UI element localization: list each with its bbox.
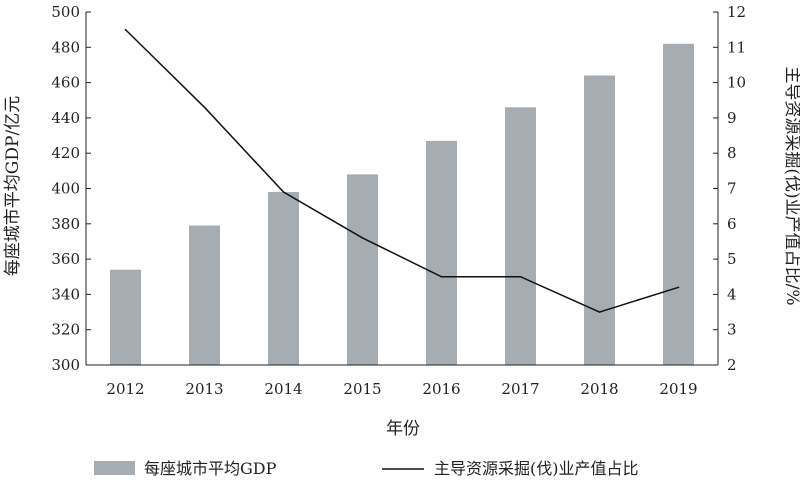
y-left-tick-label: 340 [51, 285, 80, 303]
line-point-2013 [203, 106, 206, 109]
x-tick-label: 2015 [343, 380, 381, 398]
y-left-tick-label: 380 [51, 215, 80, 233]
legend-label-bar: 每座城市平均GDP [144, 459, 277, 478]
y-axis-left-title: 每座城市平均GDP/亿元 [3, 96, 23, 276]
legend-label-line: 主导资源采掘(伐)业产值占比 [434, 459, 639, 478]
y-right-tick-label: 11 [727, 38, 746, 56]
x-axis-title: 年份 [386, 419, 420, 439]
y-axis-right-title: 主导资源采掘(伐)业产值占比/% [782, 66, 800, 305]
legend-swatch-bar [94, 461, 135, 475]
x-tick-label: 2018 [580, 380, 618, 398]
bar-2015 [347, 174, 378, 365]
line-point-2017 [519, 275, 522, 278]
y-left-tick-label: 440 [51, 109, 80, 127]
y-right-tick-label: 4 [727, 285, 737, 303]
y-right-tick-label: 12 [727, 3, 746, 21]
line-series [124, 28, 680, 313]
y-left-tick-label: 500 [51, 3, 80, 21]
bar-2014 [268, 192, 299, 365]
y-right-tick-label: 7 [727, 180, 737, 198]
x-tick-label: 2013 [185, 380, 223, 398]
line-point-2012 [124, 28, 127, 31]
y-right-tick-label: 6 [727, 215, 737, 233]
bar-2017 [505, 107, 536, 365]
axes [85, 11, 719, 366]
tick-labels: 300 320 340 360 380 400 420 440 460 480 500 2 3 4 5 6 7 8… [51, 3, 746, 398]
x-tick-label: 2016 [422, 380, 460, 398]
y-right-tick-label: 2 [727, 356, 737, 374]
line-point-2015 [361, 237, 364, 239]
y-right-tick-label: 10 [727, 74, 746, 92]
legend: 每座城市平均GDP 主导资源采掘(伐)业产值占比 [94, 459, 639, 478]
y-left-tick-label: 300 [51, 356, 80, 374]
y-left-tick-label: 480 [51, 38, 80, 56]
line-path [124, 29, 679, 313]
line-point-2016 [440, 275, 443, 278]
bar-2016 [426, 140, 457, 365]
y-right-tick-label: 8 [727, 144, 737, 162]
x-tick-label: 2017 [501, 380, 539, 398]
bar-2018 [584, 75, 615, 365]
y-left-tick-label: 360 [51, 250, 80, 268]
line-point-2019 [677, 286, 680, 289]
y-right-tick-label: 9 [727, 109, 737, 127]
x-tick-label: 2019 [659, 380, 697, 398]
y-right-tick-label: 3 [727, 321, 737, 339]
bar-2012 [110, 269, 141, 365]
y-left-tick-label: 400 [51, 180, 80, 198]
y-left-tick-label: 320 [51, 321, 80, 339]
y-left-tick-label: 460 [51, 74, 80, 92]
x-tick-label: 2012 [106, 380, 144, 398]
bar-2013 [189, 225, 220, 365]
y-left-tick-label: 420 [51, 144, 80, 162]
line-point-2018 [598, 311, 601, 313]
line-point-2014 [282, 191, 285, 193]
x-tick-label: 2014 [264, 380, 302, 398]
y-right-tick-label: 5 [727, 250, 737, 268]
bar-2019 [663, 43, 694, 366]
bar-group [110, 43, 694, 366]
